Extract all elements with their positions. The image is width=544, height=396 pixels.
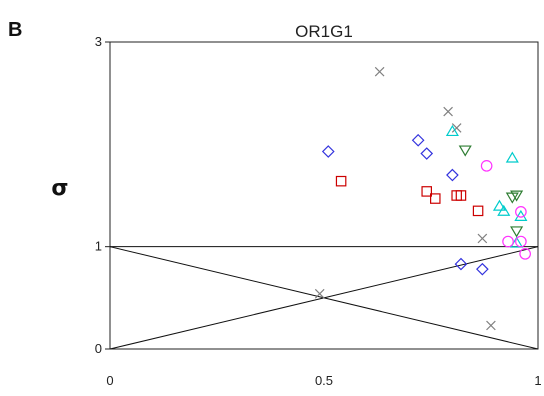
data-point-triangle-down	[511, 227, 522, 236]
data-point-circle	[481, 161, 491, 171]
data-point-triangle-down	[460, 146, 471, 155]
panel-label: B	[8, 19, 22, 41]
data-point-square	[431, 194, 440, 203]
data-point-diamond	[477, 264, 488, 275]
data-point-square	[473, 206, 482, 215]
data-point-x	[375, 67, 384, 76]
data-point-diamond	[421, 148, 432, 159]
data-point-square	[422, 187, 431, 196]
x-axis-ticks: 0 0.5 1	[106, 373, 541, 388]
data-point-x	[487, 321, 496, 330]
y-tick-label: 1	[95, 239, 102, 254]
data-point-triangle-down	[507, 193, 518, 202]
x-tick-label: 0	[106, 373, 113, 388]
x-tick-label: 0.5	[315, 373, 333, 388]
data-point-triangle-up	[507, 153, 518, 162]
chart-title: OR1G1	[295, 22, 353, 41]
x-tick-label: 1	[534, 373, 541, 388]
data-point-diamond	[447, 170, 458, 181]
y-tick-label: 0	[95, 341, 102, 356]
y-axis-label: σ	[51, 176, 68, 201]
data-point-diamond	[323, 146, 334, 157]
y-tick-label: 3	[95, 34, 102, 49]
plot-area-frame	[110, 42, 538, 349]
data-point-circle	[503, 236, 513, 246]
data-markers	[315, 67, 530, 330]
data-point-x	[444, 107, 453, 116]
data-point-x	[478, 234, 487, 243]
data-point-square	[336, 176, 345, 185]
data-point-diamond	[413, 135, 424, 146]
y-axis-ticks: 0 1 3	[95, 34, 110, 356]
